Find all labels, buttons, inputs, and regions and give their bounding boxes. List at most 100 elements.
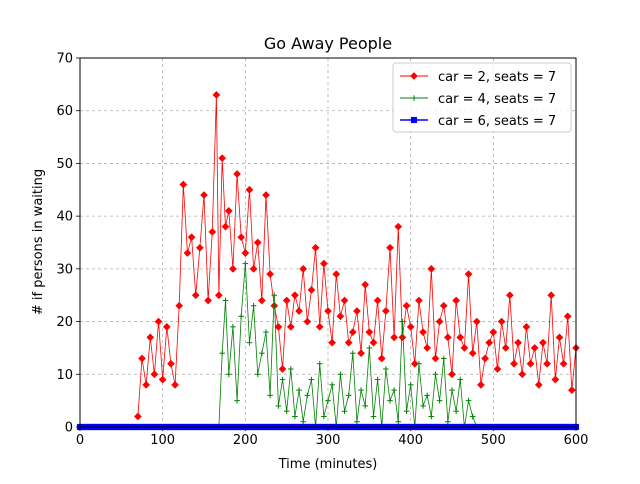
data-point <box>423 343 432 352</box>
x-tick-label: 600 <box>564 433 589 448</box>
data-point <box>292 413 298 420</box>
x-tick-label: 500 <box>481 433 506 448</box>
data-point <box>534 380 543 389</box>
axis-ticks: 0 100 200 300 400 500 600 0 10 20 30 40 50 60 70 <box>56 52 588 449</box>
y-tick-label: 10 <box>56 368 73 383</box>
data-point <box>453 408 459 414</box>
data-point <box>383 366 389 372</box>
data-point <box>283 408 290 414</box>
data-point <box>316 360 323 367</box>
data-point <box>158 375 167 384</box>
x-tick-label: 100 <box>150 433 175 448</box>
data-point <box>341 408 348 414</box>
data-point <box>237 233 246 242</box>
data-point <box>324 307 332 315</box>
data-point <box>325 397 331 404</box>
x-tick-label: 300 <box>316 433 341 448</box>
data-point <box>390 333 399 342</box>
data-point <box>460 343 469 352</box>
data-point <box>208 228 217 236</box>
legend-marker <box>411 95 417 101</box>
y-tick-label: 40 <box>56 210 73 225</box>
legend: car = 2, seats = 7 car = 4, seats = 7 car … <box>392 62 572 133</box>
data-point <box>138 354 146 363</box>
data-point <box>191 291 200 300</box>
data-point <box>391 387 397 393</box>
data-point <box>443 333 452 342</box>
y-tick-label: 70 <box>56 52 73 67</box>
data-point <box>361 280 370 289</box>
data-point <box>469 413 476 420</box>
data-point <box>319 259 328 268</box>
data-point <box>456 333 465 342</box>
data-point <box>555 333 564 342</box>
data-point <box>154 317 163 326</box>
data-point <box>337 371 344 378</box>
data-point <box>328 338 337 347</box>
data-point <box>464 270 473 279</box>
data-point <box>329 382 335 388</box>
data-point <box>352 307 361 315</box>
data-point <box>200 191 208 200</box>
data-point <box>150 370 159 379</box>
data-point <box>370 413 377 420</box>
data-point <box>439 301 448 310</box>
data-point <box>481 354 490 363</box>
data-point <box>543 359 552 368</box>
data-point <box>278 365 287 373</box>
data-point <box>321 413 327 420</box>
data-point <box>365 328 374 337</box>
data-point <box>493 365 502 373</box>
data-point <box>179 180 188 189</box>
data-point <box>336 312 345 321</box>
data-point <box>133 412 142 421</box>
data-point <box>410 359 419 368</box>
data-point <box>407 382 414 388</box>
data-point <box>403 408 410 414</box>
data-point <box>315 322 324 331</box>
y-tick-label: 60 <box>56 104 73 119</box>
data-point <box>299 264 308 273</box>
data-point <box>406 322 415 331</box>
data-point <box>187 233 196 242</box>
data-point <box>266 270 275 279</box>
data-point <box>242 260 249 267</box>
data-point <box>414 296 423 305</box>
data-point <box>449 387 455 393</box>
data-point <box>262 191 270 200</box>
data-point <box>366 345 373 351</box>
data-point <box>419 328 428 337</box>
data-point <box>457 376 464 383</box>
data-point <box>246 339 253 346</box>
y-tick-label: 20 <box>56 315 73 330</box>
data-point <box>282 296 291 305</box>
data-point <box>300 418 306 425</box>
data-point <box>377 354 386 363</box>
data-point <box>436 397 443 404</box>
data-point <box>510 359 518 368</box>
data-point <box>279 376 286 383</box>
data-point <box>288 366 294 372</box>
x-tick-label: 200 <box>233 433 258 448</box>
data-point <box>212 90 221 99</box>
data-point <box>183 249 192 257</box>
data-point <box>386 243 394 252</box>
data-point <box>221 222 230 231</box>
data-point <box>559 359 568 368</box>
data-point <box>497 317 506 326</box>
data-point <box>254 371 261 378</box>
data-point <box>416 360 422 367</box>
data-point <box>505 291 514 300</box>
data-point <box>166 359 175 368</box>
data-point <box>195 243 204 252</box>
data-point <box>274 322 283 331</box>
data-point <box>307 285 316 294</box>
y-tick-label: 0 <box>65 421 73 436</box>
data-point <box>530 343 539 352</box>
data-point <box>233 170 242 178</box>
data-point <box>432 371 439 378</box>
data-point <box>245 185 254 194</box>
data-point <box>476 380 485 389</box>
